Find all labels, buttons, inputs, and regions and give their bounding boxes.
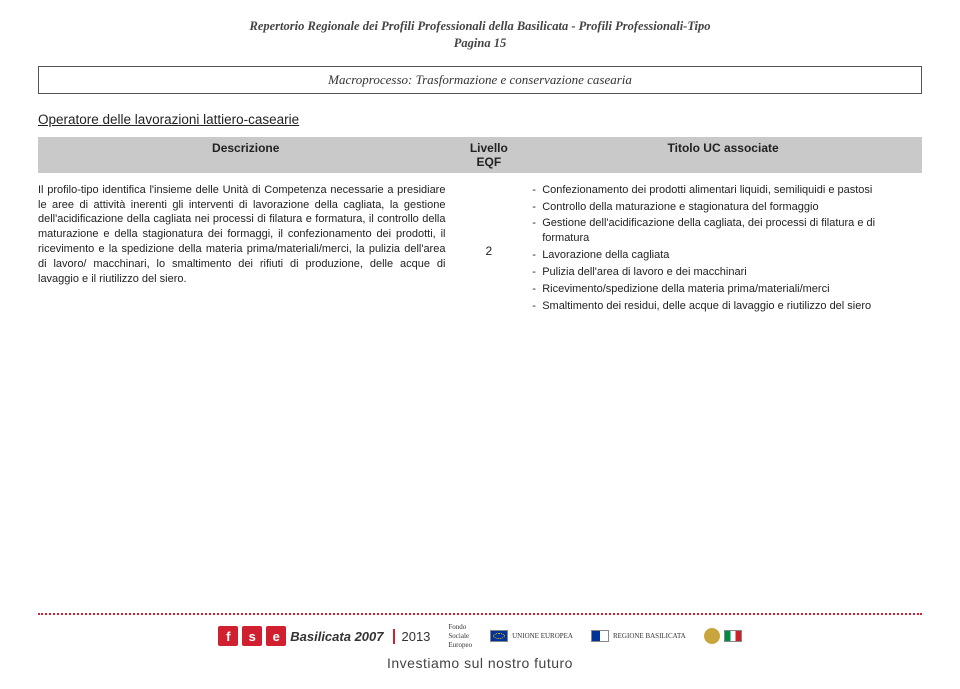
eu-flag-icon bbox=[490, 630, 508, 642]
page-footer: f s e Basilicata 2007 2013 Fondo Sociale… bbox=[38, 613, 922, 671]
fse-letter: s bbox=[242, 626, 262, 646]
uc-item: Confezionamento dei prodotti alimentari … bbox=[532, 183, 922, 198]
eqf-value: 2 bbox=[485, 243, 492, 259]
fse-letter: f bbox=[218, 626, 238, 646]
page-header: Repertorio Regionale dei Profili Profess… bbox=[38, 18, 922, 52]
macroprocesso-box: Macroprocesso: Trasformazione e conserva… bbox=[38, 66, 922, 94]
fondo-sociale-block: Fondo Sociale Europeo bbox=[448, 623, 472, 649]
fondo-line: Europeo bbox=[448, 641, 472, 649]
table-header-row: Descrizione Livello EQF Titolo UC associ… bbox=[38, 137, 922, 173]
operator-title: Operatore delle lavorazioni lattiero-cas… bbox=[38, 112, 922, 127]
fse-years: 2013 bbox=[393, 629, 430, 644]
uc-list: Confezionamento dei prodotti alimentari … bbox=[532, 183, 922, 314]
header-line1: Repertorio Regionale dei Profili Profess… bbox=[38, 18, 922, 35]
eqf-cell: 2 bbox=[453, 181, 524, 321]
col-header-uc: Titolo UC associate bbox=[524, 137, 922, 173]
fse-brand: Basilicata 2007 bbox=[290, 629, 383, 644]
fondo-line: Fondo bbox=[448, 623, 472, 631]
footer-tagline: Investiamo sul nostro futuro bbox=[38, 655, 922, 671]
italy-block bbox=[704, 628, 742, 644]
uc-item: Ricevimento/spedizione della materia pri… bbox=[532, 282, 922, 297]
uc-item: Lavorazione della cagliata bbox=[532, 248, 922, 263]
basilicata-flag-icon bbox=[591, 630, 609, 642]
col-header-eqf: Livello EQF bbox=[453, 137, 524, 173]
italy-flag-icon bbox=[724, 630, 742, 642]
footer-divider bbox=[38, 613, 922, 615]
description-cell: Il profilo-tipo identifica l'insieme del… bbox=[38, 181, 453, 289]
uc-item: Controllo della maturazione e stagionatu… bbox=[532, 200, 922, 215]
fse-letter: e bbox=[266, 626, 286, 646]
fse-logo: f s e Basilicata 2007 2013 bbox=[218, 626, 430, 646]
eu-block: UNIONE EUROPEA bbox=[490, 630, 573, 642]
header-line2: Pagina 15 bbox=[38, 35, 922, 52]
uc-item: Pulizia dell'area di lavoro e dei macchi… bbox=[532, 265, 922, 280]
content-row: Il profilo-tipo identifica l'insieme del… bbox=[38, 173, 922, 321]
macroprocesso-text: Macroprocesso: Trasformazione e conserva… bbox=[328, 72, 632, 87]
uc-cell: Confezionamento dei prodotti alimentari … bbox=[524, 181, 922, 318]
italy-emblem-icon bbox=[704, 628, 720, 644]
col-header-descrizione: Descrizione bbox=[38, 137, 453, 173]
footer-logos: f s e Basilicata 2007 2013 Fondo Sociale… bbox=[38, 623, 922, 649]
region-label: REGIONE BASILICATA bbox=[613, 632, 686, 640]
region-block: REGIONE BASILICATA bbox=[591, 630, 686, 642]
eu-label: UNIONE EUROPEA bbox=[512, 632, 573, 640]
uc-item: Gestione dell'acidificazione della cagli… bbox=[532, 216, 922, 246]
fondo-line: Sociale bbox=[448, 632, 472, 640]
uc-item: Smaltimento dei residui, delle acque di … bbox=[532, 299, 922, 314]
